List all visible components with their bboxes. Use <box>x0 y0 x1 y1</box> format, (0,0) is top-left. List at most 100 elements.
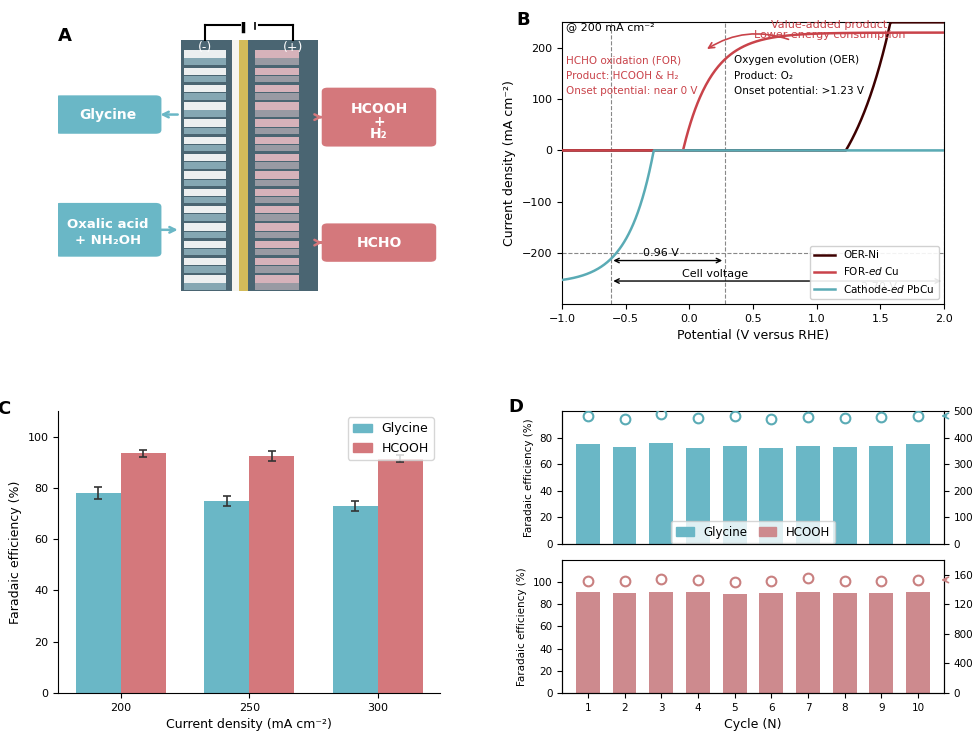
Bar <box>576 444 599 544</box>
Bar <box>255 154 299 162</box>
Y-axis label: Faradaic efficiency (%): Faradaic efficiency (%) <box>518 567 527 685</box>
FancyBboxPatch shape <box>322 224 436 261</box>
Text: Oxalic acid: Oxalic acid <box>67 218 149 231</box>
Bar <box>759 448 783 544</box>
Text: Glycine: Glycine <box>80 107 136 121</box>
Bar <box>184 284 227 290</box>
Text: @ 200 mA cm⁻²: @ 200 mA cm⁻² <box>566 22 655 32</box>
Bar <box>184 145 227 151</box>
X-axis label: Current density (mA cm⁻²): Current density (mA cm⁻²) <box>166 718 332 731</box>
Text: HCHO oxidation (FOR): HCHO oxidation (FOR) <box>566 55 681 66</box>
Text: +: + <box>374 115 384 129</box>
Bar <box>255 284 299 290</box>
Bar <box>255 127 299 134</box>
Bar <box>184 58 227 65</box>
Bar <box>255 241 299 248</box>
Text: Oxygen evolution (OER): Oxygen evolution (OER) <box>734 55 859 66</box>
Bar <box>796 446 820 544</box>
Bar <box>184 188 227 196</box>
Bar <box>255 145 299 151</box>
Bar <box>184 197 227 203</box>
Bar <box>184 275 227 282</box>
Bar <box>184 249 227 256</box>
Bar <box>184 68 227 75</box>
Text: 0.96 V: 0.96 V <box>643 248 679 259</box>
Text: Product: O₂: Product: O₂ <box>734 71 793 80</box>
Bar <box>333 506 378 693</box>
Bar <box>184 137 227 144</box>
Bar <box>184 102 227 110</box>
Bar <box>870 446 893 544</box>
Y-axis label: Current density (mA cm⁻²): Current density (mA cm⁻²) <box>503 80 517 246</box>
Text: C: C <box>0 400 11 418</box>
Bar <box>255 206 299 213</box>
Y-axis label: Faradaic efficiency (%): Faradaic efficiency (%) <box>523 418 534 537</box>
Bar <box>184 215 227 221</box>
Bar <box>184 171 227 179</box>
Text: 2.70 V: 2.70 V <box>861 282 897 292</box>
Bar <box>249 456 294 693</box>
Bar <box>759 593 783 693</box>
Bar <box>204 501 249 693</box>
Text: Value-added product: Value-added product <box>772 21 887 31</box>
Bar <box>238 40 248 291</box>
Bar <box>255 102 299 110</box>
Text: HCHO: HCHO <box>356 235 402 250</box>
Legend: Glycine, HCOOH: Glycine, HCOOH <box>671 521 835 543</box>
Legend: OER-Ni, FOR-$ed$ Cu, Cathode-$ed$ PbCu: OER-Ni, FOR-$ed$ Cu, Cathode-$ed$ PbCu <box>810 246 939 299</box>
Bar <box>184 127 227 134</box>
Bar <box>184 93 227 100</box>
Bar <box>184 258 227 265</box>
Text: H₂: H₂ <box>370 127 388 141</box>
Bar <box>686 448 710 544</box>
Text: Product: HCOOH & H₂: Product: HCOOH & H₂ <box>566 71 678 80</box>
Text: Lower energy consumption: Lower energy consumption <box>753 30 905 39</box>
Bar <box>255 171 299 179</box>
Bar <box>378 458 422 693</box>
Text: A: A <box>58 28 72 45</box>
Bar <box>833 593 856 693</box>
Bar <box>255 50 299 57</box>
Bar <box>181 40 318 291</box>
Bar <box>184 241 227 248</box>
FancyBboxPatch shape <box>54 203 162 257</box>
Bar <box>255 180 299 186</box>
Bar <box>255 137 299 144</box>
Bar <box>870 593 893 693</box>
Text: (-): (-) <box>198 42 212 54</box>
Bar <box>906 444 930 544</box>
Bar <box>255 266 299 273</box>
Bar <box>255 258 299 265</box>
FancyBboxPatch shape <box>54 95 162 134</box>
Bar <box>184 85 227 92</box>
Bar <box>255 275 299 282</box>
Bar <box>184 224 227 231</box>
FancyBboxPatch shape <box>322 88 436 147</box>
Bar <box>184 180 227 186</box>
Text: D: D <box>509 398 523 416</box>
Bar <box>686 592 710 693</box>
Bar <box>613 593 636 693</box>
Bar <box>76 493 121 693</box>
Bar <box>255 76 299 82</box>
Bar <box>833 447 856 544</box>
Bar <box>184 76 227 82</box>
Bar <box>255 68 299 75</box>
Bar <box>184 162 227 169</box>
Bar <box>613 447 636 544</box>
Bar <box>184 266 227 273</box>
Bar <box>184 154 227 162</box>
Bar <box>232 40 240 291</box>
Bar <box>255 93 299 100</box>
Bar <box>255 162 299 169</box>
Bar <box>906 592 930 693</box>
Bar <box>255 249 299 256</box>
Text: B: B <box>517 11 530 29</box>
Bar <box>184 119 227 127</box>
Bar <box>723 446 746 544</box>
Bar <box>649 592 673 693</box>
Bar <box>255 215 299 221</box>
Text: + NH₂OH: + NH₂OH <box>75 233 141 247</box>
Text: (+): (+) <box>283 42 304 54</box>
X-axis label: Cycle (N): Cycle (N) <box>724 718 781 731</box>
